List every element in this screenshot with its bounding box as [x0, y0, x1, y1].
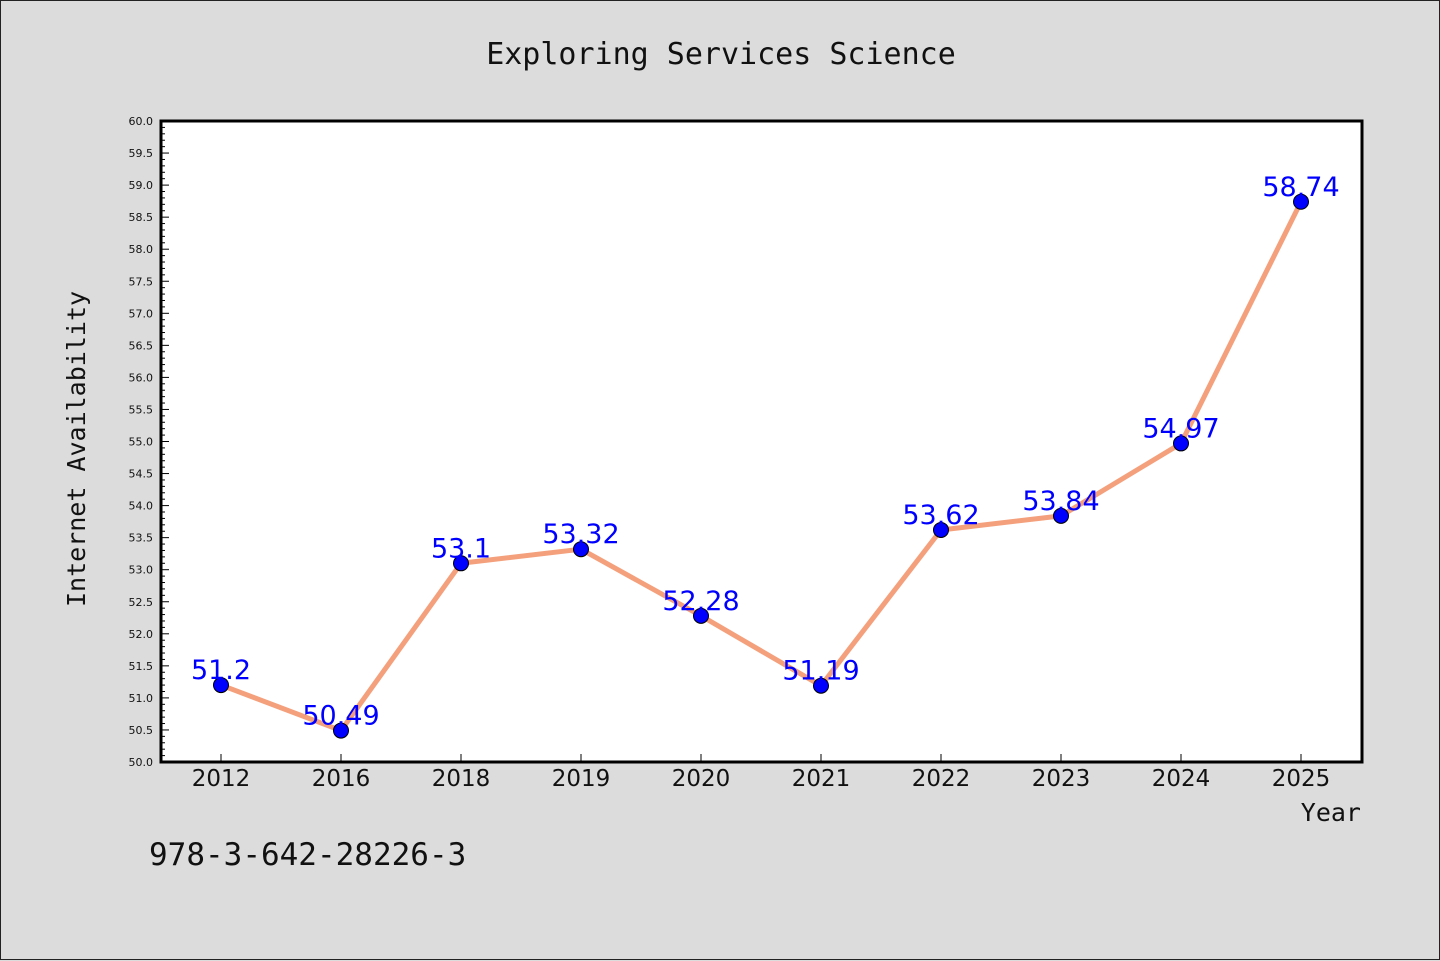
y-tick-label: 52.5	[129, 596, 154, 609]
data-point	[453, 555, 469, 572]
x-tick-label: 2025	[1272, 766, 1331, 792]
y-tick-label: 51.5	[129, 660, 154, 673]
y-tick-label: 50.5	[129, 724, 154, 737]
y-tick-label: 55.0	[129, 436, 154, 449]
x-tick-label: 2024	[1152, 766, 1211, 792]
data-label: 53.1	[431, 533, 491, 564]
y-tick-label: 54.5	[129, 468, 154, 481]
y-axis: 50.0 50.5 51.0 51.5 52.0 52.5 53.0 53.5 54.0 54.5…	[129, 115, 169, 769]
data-label: 53.32	[542, 519, 619, 550]
data-point	[333, 722, 349, 739]
x-tick-label: 2016	[312, 766, 371, 792]
chart-title: Exploring Services Science	[486, 37, 956, 72]
y-tick-label: 52.0	[129, 628, 154, 641]
data-label: 51.19	[782, 656, 859, 687]
y-axis-label: Internet Availability	[62, 291, 91, 607]
data-label: 51.2	[191, 655, 251, 686]
series-line	[220, 200, 1304, 734]
x-axis-label: Year	[1301, 798, 1361, 827]
x-axis: 2012 2016 2018 2019 2020 2021 2022 2023 2024 2025	[192, 754, 1331, 792]
y-tick-label: 58.5	[129, 211, 154, 224]
y-tick-label: 57.0	[129, 307, 154, 320]
x-tick-label: 2018	[432, 766, 491, 792]
data-point	[693, 607, 709, 624]
data-point	[933, 521, 949, 538]
data-point	[1293, 193, 1309, 210]
data-label: 58.74	[1262, 172, 1339, 203]
series-group	[213, 193, 1309, 739]
data-label: 53.62	[902, 500, 979, 531]
y-tick-label: 59.5	[129, 147, 154, 160]
x-tick-label: 2020	[672, 766, 731, 792]
x-tick-label: 2023	[1032, 766, 1091, 792]
y-tick-label: 51.0	[129, 692, 154, 705]
data-point	[1173, 435, 1189, 452]
data-point	[213, 677, 229, 694]
data-label: 53.84	[1022, 486, 1099, 517]
y-tick-label: 50.0	[129, 756, 154, 769]
data-label: 54.97	[1142, 413, 1219, 444]
data-label: 50.49	[302, 701, 379, 732]
y-tick-label: 58.0	[129, 243, 154, 256]
footer-isbn: 978-3-642-28226-3	[149, 837, 466, 873]
y-tick-label: 59.0	[129, 179, 154, 192]
x-tick-label: 2012	[192, 766, 251, 792]
plot-border	[159, 119, 1364, 764]
data-point	[813, 677, 829, 694]
data-point	[1053, 507, 1069, 524]
y-tick-label: 55.5	[129, 403, 154, 416]
x-tick-label: 2022	[912, 766, 971, 792]
y-tick-label: 57.5	[129, 275, 154, 288]
data-labels: 51.2 50.49 53.1 53.32 52.28 51.19 53.62 53.84 54…	[191, 172, 1340, 732]
plot-area	[161, 121, 1362, 762]
y-tick-label: 53.5	[129, 532, 154, 545]
y-tick-label: 54.0	[129, 500, 154, 513]
y-tick-label: 53.0	[129, 564, 154, 577]
x-tick-label: 2021	[792, 766, 851, 792]
y-tick-label: 60.0	[129, 115, 154, 128]
data-label: 52.28	[662, 586, 739, 617]
y-tick-label: 56.5	[129, 339, 154, 352]
x-tick-label: 2019	[552, 766, 611, 792]
data-point	[573, 541, 589, 558]
y-tick-label: 56.0	[129, 371, 154, 384]
